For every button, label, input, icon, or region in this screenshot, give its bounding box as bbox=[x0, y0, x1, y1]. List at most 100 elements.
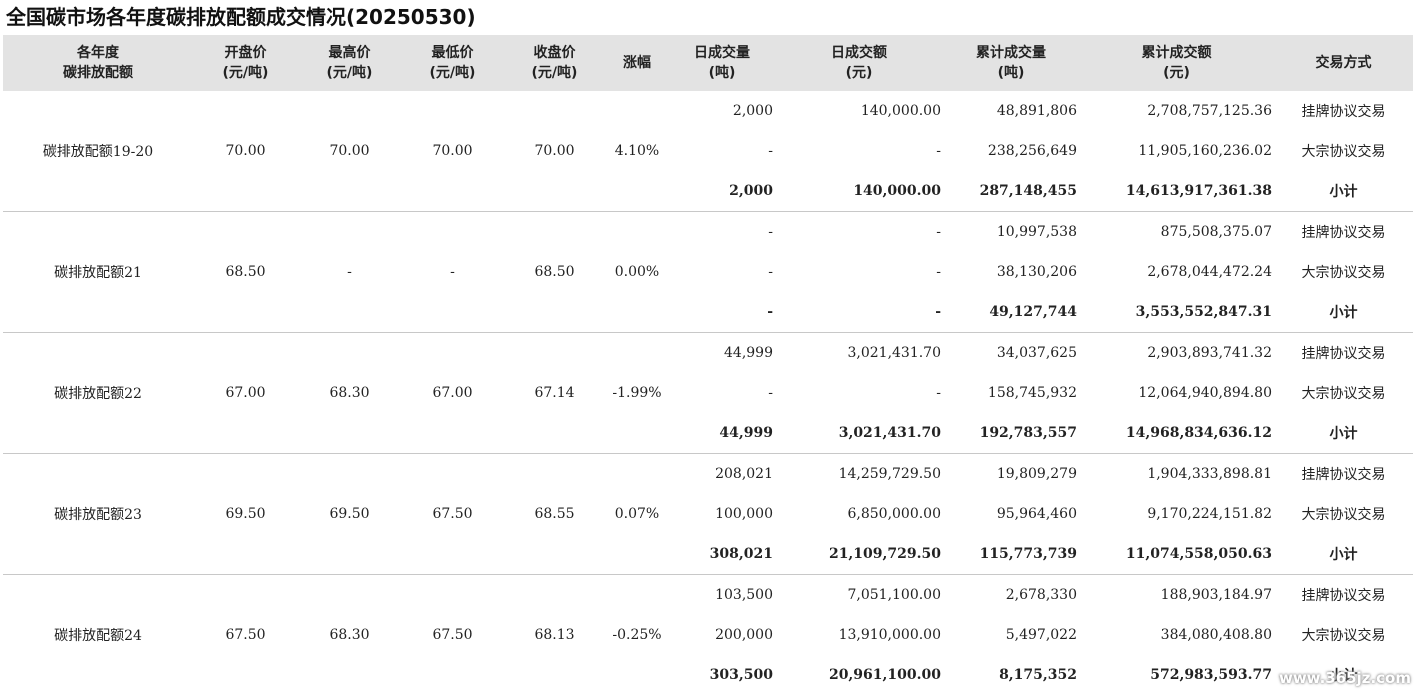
daily-volume: 44,999 bbox=[669, 333, 775, 374]
trade-method: 大宗协议交易 bbox=[1274, 494, 1413, 534]
allowance-name: 碳排放配额22 bbox=[3, 333, 193, 454]
header-daily-amount: 日成交额(元) bbox=[775, 35, 943, 91]
allowance-name: 碳排放配额21 bbox=[3, 212, 193, 333]
cumulative-amount: 2,903,893,741.32 bbox=[1079, 333, 1274, 374]
high-price: 69.50 bbox=[298, 454, 401, 575]
daily-amount: 7,051,100.00 bbox=[775, 575, 943, 616]
daily-amount: 140,000.00 bbox=[775, 171, 943, 212]
trade-method: 挂牌协议交易 bbox=[1274, 212, 1413, 253]
header-open-price: 开盘价(元/吨) bbox=[193, 35, 298, 91]
price-change: 0.07% bbox=[605, 454, 669, 575]
daily-volume: 2,000 bbox=[669, 171, 775, 212]
low-price: 67.50 bbox=[401, 575, 504, 695]
trade-method: 挂牌协议交易 bbox=[1274, 454, 1413, 495]
close-price: 68.50 bbox=[504, 212, 605, 333]
trade-method: 小计 bbox=[1274, 292, 1413, 333]
header-high-price: 最高价(元/吨) bbox=[298, 35, 401, 91]
daily-amount: - bbox=[775, 212, 943, 253]
header-low-price: 最低价(元/吨) bbox=[401, 35, 504, 91]
cumulative-volume: 38,130,206 bbox=[943, 252, 1079, 292]
cumulative-volume: 49,127,744 bbox=[943, 292, 1079, 333]
low-price: 67.00 bbox=[401, 333, 504, 454]
daily-volume: 208,021 bbox=[669, 454, 775, 495]
allowance-name: 碳排放配额24 bbox=[3, 575, 193, 695]
cumulative-amount: 188,903,184.97 bbox=[1079, 575, 1274, 616]
open-price: 69.50 bbox=[193, 454, 298, 575]
daily-amount: 21,109,729.50 bbox=[775, 534, 943, 575]
cumulative-volume: 8,175,352 bbox=[943, 655, 1079, 695]
cumulative-volume: 5,497,022 bbox=[943, 615, 1079, 655]
high-price: 68.30 bbox=[298, 333, 401, 454]
open-price: 68.50 bbox=[193, 212, 298, 333]
daily-volume: 44,999 bbox=[669, 413, 775, 454]
open-price: 67.50 bbox=[193, 575, 298, 695]
cumulative-volume: 34,037,625 bbox=[943, 333, 1079, 374]
low-price: 70.00 bbox=[401, 91, 504, 212]
trade-method: 大宗协议交易 bbox=[1274, 252, 1413, 292]
trade-method: 挂牌协议交易 bbox=[1274, 91, 1413, 131]
close-price: 67.14 bbox=[504, 333, 605, 454]
daily-amount: - bbox=[775, 292, 943, 333]
allowance-name: 碳排放配额23 bbox=[3, 454, 193, 575]
daily-volume: 100,000 bbox=[669, 494, 775, 534]
open-price: 70.00 bbox=[193, 91, 298, 212]
cumulative-amount: 14,968,834,636.12 bbox=[1079, 413, 1274, 454]
close-price: 68.55 bbox=[504, 454, 605, 575]
header-trade-method: 交易方式 bbox=[1274, 35, 1413, 91]
trade-method: 挂牌协议交易 bbox=[1274, 575, 1413, 616]
daily-amount: - bbox=[775, 252, 943, 292]
trade-method: 小计 bbox=[1274, 171, 1413, 212]
header-cumulative-volume: 累计成交量(吨) bbox=[943, 35, 1079, 91]
trade-method: 小计 bbox=[1274, 534, 1413, 575]
daily-volume: 303,500 bbox=[669, 655, 775, 695]
cumulative-volume: 238,256,649 bbox=[943, 131, 1079, 171]
cumulative-volume: 158,745,932 bbox=[943, 373, 1079, 413]
cumulative-amount: 875,508,375.07 bbox=[1079, 212, 1274, 253]
cumulative-volume: 115,773,739 bbox=[943, 534, 1079, 575]
daily-volume: 308,021 bbox=[669, 534, 775, 575]
price-change: 4.10% bbox=[605, 91, 669, 212]
daily-volume: - bbox=[669, 292, 775, 333]
daily-amount: 140,000.00 bbox=[775, 91, 943, 131]
header-allowance-year: 各年度碳排放配额 bbox=[3, 35, 193, 91]
cumulative-amount: 14,613,917,361.38 bbox=[1079, 171, 1274, 212]
carbon-trading-table: 各年度碳排放配额 开盘价(元/吨) 最高价(元/吨) 最低价(元/吨) 收盘价(… bbox=[3, 35, 1413, 695]
daily-amount: 14,259,729.50 bbox=[775, 454, 943, 495]
daily-volume: 103,500 bbox=[669, 575, 775, 616]
daily-amount: 20,961,100.00 bbox=[775, 655, 943, 695]
close-price: 70.00 bbox=[504, 91, 605, 212]
cumulative-volume: 2,678,330 bbox=[943, 575, 1079, 616]
cumulative-amount: 11,074,558,050.63 bbox=[1079, 534, 1274, 575]
daily-volume: 2,000 bbox=[669, 91, 775, 131]
allowance-name: 碳排放配额19-20 bbox=[3, 91, 193, 212]
trade-method: 大宗协议交易 bbox=[1274, 615, 1413, 655]
header-cumulative-amount: 累计成交额(元) bbox=[1079, 35, 1274, 91]
cumulative-volume: 287,148,455 bbox=[943, 171, 1079, 212]
daily-amount: - bbox=[775, 131, 943, 171]
high-price: - bbox=[298, 212, 401, 333]
daily-amount: 3,021,431.70 bbox=[775, 413, 943, 454]
header-close-price: 收盘价(元/吨) bbox=[504, 35, 605, 91]
header-daily-volume: 日成交量(吨) bbox=[669, 35, 775, 91]
high-price: 68.30 bbox=[298, 575, 401, 695]
cumulative-amount: 2,708,757,125.36 bbox=[1079, 91, 1274, 131]
daily-volume: - bbox=[669, 252, 775, 292]
daily-volume: - bbox=[669, 212, 775, 253]
price-change: -1.99% bbox=[605, 333, 669, 454]
header-change: 涨幅 bbox=[605, 35, 669, 91]
cumulative-amount: 2,678,044,472.24 bbox=[1079, 252, 1274, 292]
trade-method: 挂牌协议交易 bbox=[1274, 333, 1413, 374]
daily-volume: - bbox=[669, 131, 775, 171]
trade-method: 小计 bbox=[1274, 413, 1413, 454]
daily-volume: 200,000 bbox=[669, 615, 775, 655]
high-price: 70.00 bbox=[298, 91, 401, 212]
watermark: www.365jz.com bbox=[1279, 669, 1411, 687]
cumulative-amount: 384,080,408.80 bbox=[1079, 615, 1274, 655]
low-price: 67.50 bbox=[401, 454, 504, 575]
trade-method: 大宗协议交易 bbox=[1274, 373, 1413, 413]
open-price: 67.00 bbox=[193, 333, 298, 454]
